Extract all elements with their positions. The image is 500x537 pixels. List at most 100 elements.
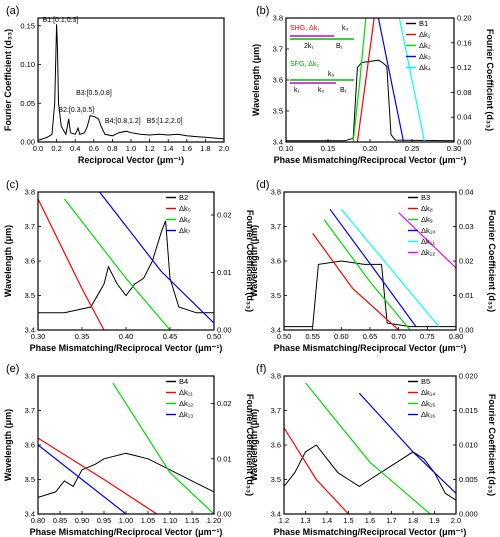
y-tick-label: 3.5 <box>271 475 281 484</box>
y2-tick-label: 0.04 <box>457 113 472 122</box>
series-line <box>63 198 171 330</box>
y2-tick-label: 0.01 <box>459 291 474 300</box>
y-tick-label: 3.7 <box>271 406 281 415</box>
y-tick-label: 3.8 <box>271 188 281 197</box>
legend-entry: Δk₁₅ <box>421 399 435 408</box>
x-tick-label: 0.80 <box>449 332 464 341</box>
x-axis-label-text: Phase Mismatching/Reciprocal Vector <box>274 527 437 537</box>
x-tick-label: 0.80 <box>31 516 46 525</box>
y-tick-label: 3.6 <box>25 441 35 450</box>
y-tick-label: 3.4 <box>271 326 281 335</box>
series-line <box>329 208 417 327</box>
x-axis-unit: (μm⁻¹) <box>195 343 222 353</box>
x-tick-label: 1.10 <box>163 516 178 525</box>
y2-tick-label: 0.08 <box>457 88 472 97</box>
y-axis-label: Fourier Coefficient (d₃₃) <box>3 29 13 131</box>
x-tick-label: 1.6 <box>365 516 375 525</box>
y-axis-label: Wavelength (μm) <box>251 44 261 116</box>
x-tick-label: 0.10 <box>279 144 294 153</box>
y2-tick-label: 0.00 <box>457 138 472 147</box>
x-tick-label: 0.8 <box>107 144 117 153</box>
y2-tick-label: 0.01 <box>217 454 232 463</box>
x-tick-label: 2.0 <box>451 516 461 525</box>
series-line <box>398 18 426 142</box>
y-tick-label: 3.7 <box>273 45 283 54</box>
y2-tick-label: 0.00 <box>217 510 232 519</box>
y-axis-label: Wavelength (μm) <box>249 225 259 297</box>
y2-tick-label: 0.12 <box>457 63 472 72</box>
x-axis-label: Reciprocal Vector (μm⁻¹) <box>78 155 184 165</box>
y-tick-label: 3.6 <box>271 441 281 450</box>
y-tick-label: 3.6 <box>273 76 283 85</box>
peak-annotation: B2:[0.3,0.5] <box>58 107 94 114</box>
series-line <box>38 437 158 514</box>
series-line <box>312 233 400 330</box>
series-line <box>284 444 456 501</box>
y-axis-label: Wavelength (μm) <box>249 409 259 481</box>
y2-tick-label: 0.04 <box>459 188 474 197</box>
x-tick-label: 1.4 <box>163 144 173 153</box>
legend-entry: Δk₁₁ <box>179 388 193 397</box>
x-axis-label-text: Reciprocal Vector <box>78 155 155 165</box>
x-tick-label: 0.35 <box>75 332 90 341</box>
x-tick-label: 1.0 <box>126 144 136 153</box>
panel-3: (d) 0.50 0.55 0.60 0.65 0.70 0.75 0.80 3.4 3.5 3.6… <box>249 179 497 353</box>
y-tick-label: 3.7 <box>271 222 281 231</box>
y2-axis-label: Fourier Coefficient (d₃₃) <box>485 29 495 131</box>
series-line <box>284 260 456 328</box>
y-tick-label: 0.05 <box>20 99 35 108</box>
x-tick-label: 1.20 <box>207 516 222 525</box>
x-tick-label: 0.0 <box>33 144 43 153</box>
series-line <box>305 382 431 514</box>
y2-axis-label: Fourier Coefficient (d₃₃) <box>487 210 497 312</box>
y-tick-label: 3.8 <box>271 372 281 381</box>
y2-tick-label: 0.00 <box>459 326 474 335</box>
y2-axis-label: Fourier Coefficient (d₃₃) <box>245 394 255 496</box>
y-tick-label: 3.8 <box>25 188 35 197</box>
y-axis-label: Wavelength (μm) <box>3 225 13 297</box>
x-axis-label: Phase Mismatching/Reciprocal Vector (μm⁻¹… <box>30 527 223 537</box>
series-line <box>352 18 367 142</box>
x-tick-label: 1.8 <box>408 516 418 525</box>
x-tick-label: 0.30 <box>447 144 462 153</box>
peak-annotation: B3:[0.5,0.8] <box>76 90 112 97</box>
y2-tick-label: 0.000 <box>459 510 478 519</box>
x-axis-label-text: Phase Mismatching/Reciprocal Vector <box>30 527 193 537</box>
series-line <box>323 219 411 330</box>
x-tick-label: 0.50 <box>277 332 292 341</box>
panel-label: (c) <box>6 179 19 191</box>
inset-b1-top: B₁ <box>336 43 344 50</box>
series-line <box>38 444 127 514</box>
x-tick-label: 0.60 <box>334 332 349 341</box>
x-tick-label: 0.2 <box>51 144 61 153</box>
panel-label: (b) <box>256 5 269 17</box>
legend-entry: B4 <box>179 377 188 386</box>
x-tick-label: 1.15 <box>185 516 200 525</box>
inset-b1-bottom: B₁ <box>340 87 348 94</box>
x-axis-unit: (μm⁻¹) <box>439 155 466 165</box>
y-tick-label: 3.8 <box>25 372 35 381</box>
x-tick-label: 1.6 <box>182 144 192 153</box>
y-tick-label: 3.5 <box>273 107 283 116</box>
y-tick-label: 3.4 <box>271 510 281 519</box>
x-axis-label: Phase Mismatching/Reciprocal Vector (μm⁻¹… <box>274 343 467 353</box>
x-tick-label: 0.55 <box>305 332 320 341</box>
x-tick-label: 0.40 <box>119 332 134 341</box>
x-tick-label: 0.50 <box>207 332 222 341</box>
x-tick-label: 0.70 <box>391 332 406 341</box>
x-tick-label: 1.9 <box>429 516 439 525</box>
inset-k3-bottom: k₃ <box>328 71 335 78</box>
x-tick-label: 0.15 <box>321 144 336 153</box>
y2-tick-label: 0.02 <box>459 257 474 266</box>
inset-k3-top: k₃ <box>342 25 349 32</box>
y-tick-label: 3.6 <box>25 257 35 266</box>
y2-tick-label: 0.02 <box>217 211 232 220</box>
legend-entry: Δk₁₃ <box>179 410 193 419</box>
series-line <box>99 192 214 324</box>
y2-tick-label: 0.015 <box>459 406 478 415</box>
x-tick-label: 1.05 <box>141 516 156 525</box>
y-tick-label: 3.6 <box>271 257 281 266</box>
x-tick-label: 0.25 <box>405 144 420 153</box>
y2-tick-label: 0.20 <box>457 14 472 23</box>
x-tick-label: 0.75 <box>420 332 435 341</box>
